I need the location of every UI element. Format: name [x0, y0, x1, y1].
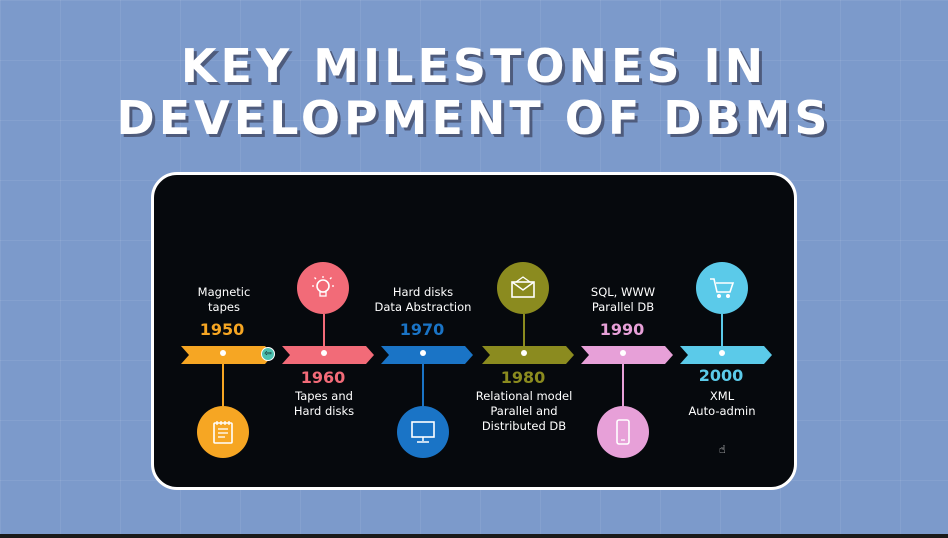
- connector-stem: [721, 314, 723, 346]
- year-label: 1980: [500, 368, 546, 387]
- year-label: 1990: [599, 320, 645, 339]
- milestone-description: Relational model Parallel and Distributed …: [475, 389, 573, 433]
- timeline-arrow-1990: [581, 346, 673, 364]
- milestone-description: Tapes and Hard disks: [293, 389, 355, 418]
- timeline-dot: [719, 350, 725, 356]
- hand-pointer-icon: ☝: [719, 443, 726, 456]
- lightbulb-icon: [297, 262, 349, 314]
- connector-stem: [622, 364, 624, 406]
- timeline-arrow-1960: [282, 346, 374, 364]
- year-label: 2000: [698, 366, 744, 385]
- connector-stem: [222, 364, 224, 406]
- envelope-icon: [497, 262, 549, 314]
- monitor-icon: [397, 406, 449, 458]
- timeline-arrow-1970: [381, 346, 473, 364]
- navigation-marker[interactable]: ⇦: [261, 347, 275, 361]
- notepad-icon: [197, 406, 249, 458]
- bottom-edge-bar: [0, 534, 948, 538]
- milestone-description: Magnetic tapes: [197, 285, 251, 314]
- timeline-arrow-2000: [680, 346, 772, 364]
- smartphone-icon: [597, 406, 649, 458]
- year-label: 1970: [399, 320, 445, 339]
- milestone-description: XML Auto-admin: [688, 389, 756, 418]
- timeline-card: 1950 Magnetic tapes ⇦ 1960 Tapes and Hard …: [151, 172, 797, 490]
- timeline-arrow-1950: [181, 346, 273, 364]
- timeline-dot: [321, 350, 327, 356]
- timeline-dot: [420, 350, 426, 356]
- connector-stem: [323, 314, 325, 346]
- timeline-dot: [620, 350, 626, 356]
- connector-stem: [422, 364, 424, 406]
- year-label: 1960: [300, 368, 346, 387]
- connector-stem: [523, 314, 525, 346]
- slide-title: KEY MILESTONES IN DEVELOPMENT OF DBMS: [0, 40, 948, 144]
- timeline-dot: [521, 350, 527, 356]
- shopping-cart-icon: [696, 262, 748, 314]
- title-line-1: KEY MILESTONES IN: [180, 39, 768, 93]
- milestone-description: Hard disks Data Abstraction: [374, 285, 472, 314]
- timeline-dot: [220, 350, 226, 356]
- timeline-arrow-1980: [482, 346, 574, 364]
- title-line-2: DEVELOPMENT OF DBMS: [116, 91, 832, 145]
- year-label: 1950: [199, 320, 245, 339]
- milestone-description: SQL, WWW Parallel DB: [590, 285, 656, 314]
